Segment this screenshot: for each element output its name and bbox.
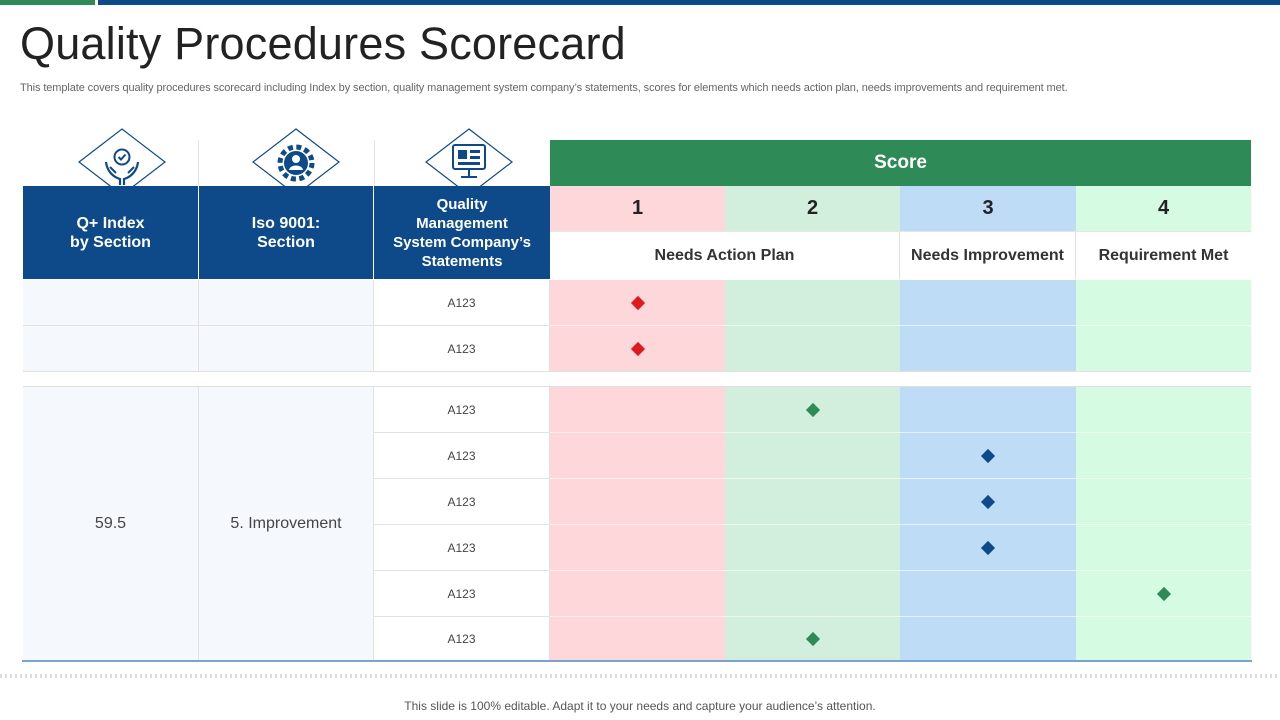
dotted-divider: [0, 674, 1280, 678]
score-cell-4: [1076, 617, 1251, 661]
page-title: Quality Procedures Scorecard: [20, 18, 626, 69]
score-cell-4: [1076, 387, 1251, 433]
score-cell-4: [1076, 571, 1251, 617]
score-cell-3: [900, 479, 1076, 525]
management-system-icon: [423, 127, 515, 196]
score-marker: [1156, 586, 1171, 602]
score-cell-2: [725, 479, 900, 525]
footer-note: This slide is 100% editable. Adapt it to…: [404, 699, 876, 713]
score-cell-4: [1076, 326, 1251, 372]
header-separator: [374, 140, 375, 186]
statement-cell: A123: [374, 525, 550, 571]
score-cell-3: [900, 617, 1076, 661]
score-cell-1: [550, 617, 725, 661]
row-divider: [550, 325, 1251, 326]
group-divider: [23, 371, 1251, 372]
score-cell-1: [550, 326, 725, 372]
top-accent-green: [0, 0, 95, 5]
row-divider: [550, 524, 1251, 525]
statement-cell: A123: [374, 617, 550, 661]
score-cell-4: [1076, 433, 1251, 479]
index-value: 59.5: [23, 387, 199, 661]
score-marker: [980, 494, 996, 510]
score-cell-2: [725, 326, 900, 372]
score-cell-2: [725, 617, 900, 661]
needs-improvement-label: Needs Improvement: [900, 232, 1076, 279]
index-cell: [23, 326, 199, 372]
score-2-header: 2: [725, 186, 900, 232]
top-accent-gap: [95, 0, 98, 5]
score-cell-1: [550, 280, 725, 326]
statement-cell: A123: [374, 479, 550, 525]
score-cell-2: [725, 433, 900, 479]
score-cell-2: [725, 525, 900, 571]
score-cell-3: [900, 387, 1076, 433]
score-cell-2: [725, 387, 900, 433]
score-cell-3: [900, 433, 1076, 479]
score-cell-1: [550, 525, 725, 571]
score-marker: [980, 540, 996, 556]
row-divider: [550, 616, 1251, 617]
score-cell-3: [900, 326, 1076, 372]
score-cell-3: [900, 280, 1076, 326]
top-accent-bar: [0, 0, 1280, 5]
score-marker: [630, 295, 645, 311]
score-3-header: 3: [900, 186, 1076, 232]
section-cell: [199, 280, 374, 326]
score-cell-3: [900, 571, 1076, 617]
needs-action-plan-label: Needs Action Plan: [550, 232, 900, 279]
row-divider: [550, 570, 1251, 571]
iso-section-header: Iso 9001: Section: [199, 186, 374, 279]
score-cell-1: [550, 479, 725, 525]
requirement-met-label: Requirement Met: [1076, 232, 1251, 279]
score-cell-2: [725, 571, 900, 617]
statements-header: Quality Management System Company’s Stat…: [374, 186, 550, 279]
score-4-header: 4: [1076, 186, 1251, 232]
index-cell: [23, 280, 199, 326]
score-cell-1: [550, 433, 725, 479]
header-separator: [198, 140, 199, 186]
index-header: Q+ Index by Section: [23, 186, 199, 279]
statement-cell: A123: [374, 433, 550, 479]
score-1-header: 1: [550, 186, 725, 232]
score-cell-4: [1076, 525, 1251, 571]
score-marker: [630, 341, 645, 357]
page-subtitle: This template covers quality procedures …: [20, 82, 1068, 94]
score-cell-4: [1076, 479, 1251, 525]
statement-cell: A123: [374, 280, 550, 326]
score-cell-3: [900, 525, 1076, 571]
group-divider: [23, 386, 1251, 387]
row-divider: [550, 478, 1251, 479]
gear-person-icon: [250, 127, 342, 196]
statement-cell: A123: [374, 387, 550, 433]
table-bottom-border: [22, 660, 1252, 662]
statement-cell: A123: [374, 571, 550, 617]
score-header: Score: [550, 140, 1251, 186]
score-cell-2: [725, 280, 900, 326]
section-cell: [199, 326, 374, 372]
score-cell-4: [1076, 280, 1251, 326]
section-value: 5. Improvement: [199, 387, 374, 661]
score-marker: [805, 402, 820, 418]
row-divider: [550, 432, 1251, 433]
score-cell-1: [550, 387, 725, 433]
score-cell-1: [550, 571, 725, 617]
score-marker: [805, 631, 820, 647]
score-marker: [980, 448, 996, 464]
statement-cell: A123: [374, 326, 550, 372]
quality-hands-icon: [76, 127, 168, 196]
